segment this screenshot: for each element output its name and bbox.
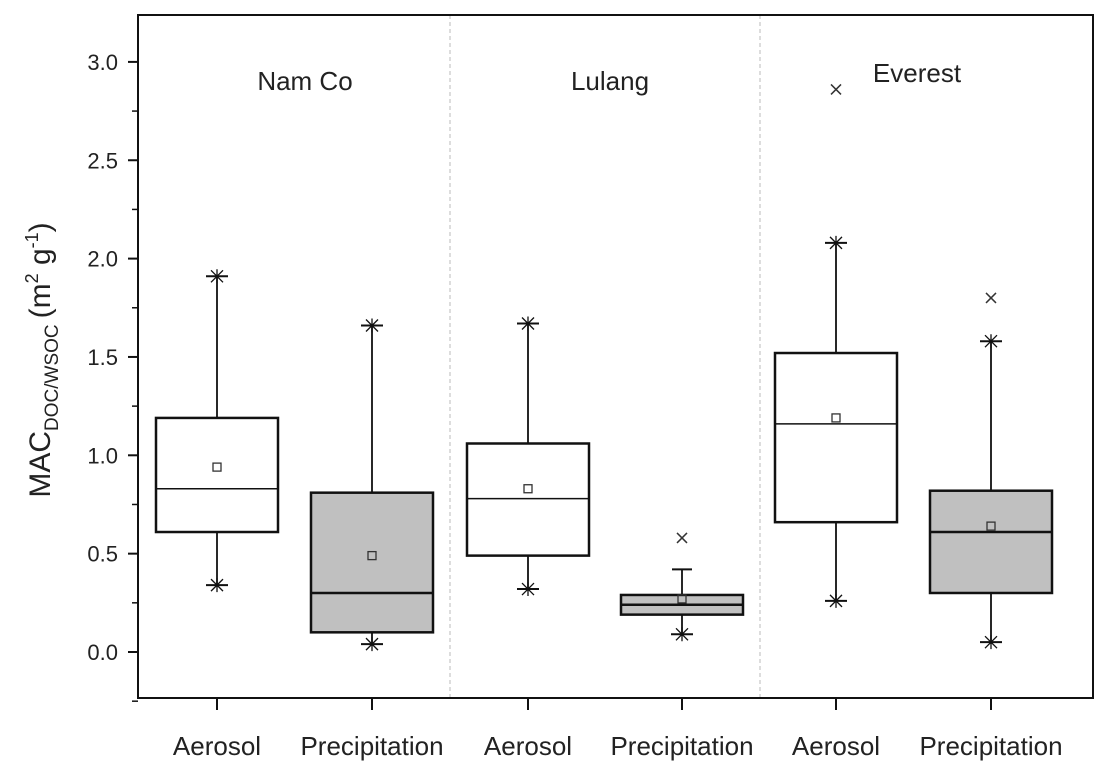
box <box>154 416 280 534</box>
whisker-low-star <box>521 582 535 597</box>
whisker-high-star <box>210 269 224 284</box>
x-tick-label: Aerosol <box>484 731 572 761</box>
box <box>773 351 899 524</box>
ylabel-unit-sup2: -1 <box>22 232 42 248</box>
ylabel-unit-sup1: 2 <box>22 273 42 283</box>
whisker-high-star <box>521 316 535 331</box>
y-tick-label: 3.0 <box>87 50 118 75</box>
x-tick-label: Precipitation <box>919 731 1062 761</box>
mean-marker <box>831 413 841 423</box>
plot-frame <box>137 14 1094 699</box>
mean-marker <box>677 594 687 604</box>
outlier-marker <box>985 292 997 304</box>
whisker-high-star <box>984 334 998 349</box>
whisker-high-star <box>829 235 843 250</box>
box <box>309 491 435 634</box>
mean-marker <box>212 462 222 472</box>
whisker-high-star <box>365 318 379 333</box>
y-tick-label: 2.5 <box>87 148 118 173</box>
group-label: Lulang <box>571 66 649 96</box>
mean-marker <box>523 484 533 494</box>
ylabel-unit-mid: g <box>24 248 57 273</box>
y-tick-label: 0.5 <box>87 542 118 567</box>
x-tick-label: Aerosol <box>173 731 261 761</box>
x-tick-label: Precipitation <box>610 731 753 761</box>
whisker-low-star <box>210 578 224 593</box>
box <box>928 489 1054 595</box>
x-tick-label: Precipitation <box>300 731 443 761</box>
ylabel-main: MAC <box>24 431 57 498</box>
group-label: Everest <box>873 58 962 88</box>
mean-marker <box>986 521 996 531</box>
whisker-low-star <box>984 635 998 650</box>
whisker-low-star <box>675 627 689 642</box>
y-tick-label: 2.0 <box>87 247 118 272</box>
box <box>465 442 591 557</box>
ylabel-sub: DOC/WSOC <box>42 324 63 431</box>
whisker-low-star <box>829 593 843 608</box>
whisker-low-star <box>365 637 379 652</box>
mean-marker <box>367 550 377 561</box>
y-tick-label: 0.0 <box>87 640 118 665</box>
y-axis-label: MACDOC/WSOC (m2 g-1) <box>22 222 63 497</box>
x-tick-label: Aerosol <box>792 731 880 761</box>
svg-text:MACDOC/WSOC(m2 g-1): MACDOC/WSOC (m2 g-1) <box>22 222 63 497</box>
ylabel-unit-close: ) <box>24 222 57 232</box>
group-label: Nam Co <box>257 66 352 96</box>
y-tick-label: 1.5 <box>87 345 118 370</box>
outlier-marker <box>676 532 688 544</box>
ylabel-unit-open: (m <box>24 283 57 318</box>
outlier-marker <box>830 83 842 95</box>
y-tick-label: 1.0 <box>87 443 118 468</box>
